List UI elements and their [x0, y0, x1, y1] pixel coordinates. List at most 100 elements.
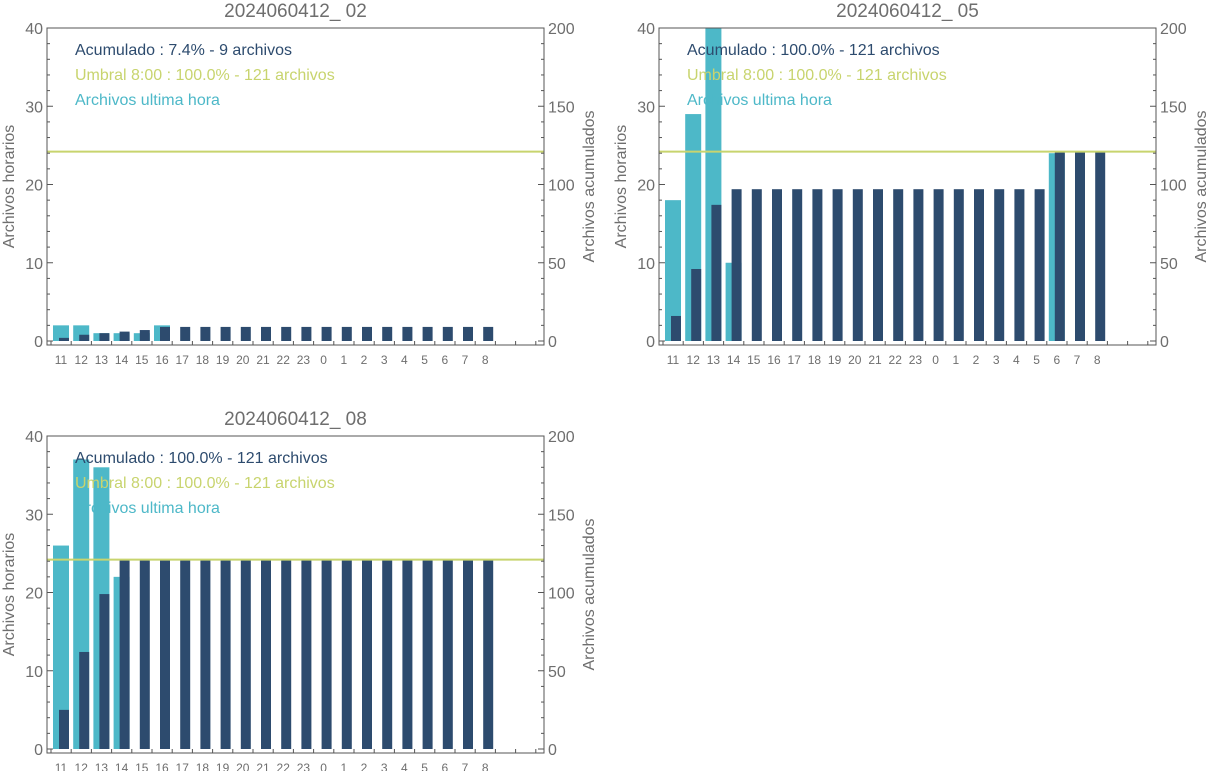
chart-title: 2024060412_ 02 — [224, 1, 367, 22]
bar-cumulative — [301, 326, 312, 341]
bar-cumulative — [933, 189, 944, 341]
x-tick-label: 6 — [441, 761, 448, 771]
x-tick-label: 4 — [401, 353, 408, 367]
bar-cumulative — [321, 326, 332, 341]
bar-cumulative — [261, 559, 271, 749]
bar-cumulative — [422, 326, 433, 341]
legend-entry: Acumulado : 100.0% - 121 archivos — [75, 450, 328, 467]
bar-cumulative — [79, 334, 90, 341]
x-tick-label: 14 — [115, 353, 129, 367]
y-tick-label-right: 150 — [1160, 99, 1187, 116]
bar-cumulative — [691, 269, 702, 341]
x-tick-label: 11 — [55, 761, 68, 771]
bar-cumulative — [832, 189, 843, 341]
bar-cumulative — [382, 326, 393, 341]
bar-cumulative — [442, 559, 453, 749]
x-tick-label: 0 — [320, 761, 327, 771]
x-tick-label: 22 — [277, 353, 291, 367]
bar-cumulative — [180, 326, 191, 341]
x-tick-label: 14 — [727, 353, 741, 367]
bar-cumulative — [483, 326, 494, 341]
bar-cumulative — [59, 709, 69, 749]
legend-entry: Umbral 8:00 : 100.0% - 121 archivos — [75, 67, 335, 84]
chart-title: 2024060412_ 08 — [224, 409, 367, 430]
y-tick-label-left: 20 — [25, 178, 43, 195]
y-tick-label-left: 30 — [25, 507, 43, 524]
y-axis-label-left: Archivos horarios — [1, 533, 18, 657]
x-tick-label: 23 — [297, 353, 311, 367]
y-tick-label-right: 150 — [548, 507, 575, 524]
bar-hourly — [53, 325, 69, 341]
bar-cumulative — [953, 189, 964, 341]
y-tick-label-right: 50 — [548, 256, 566, 273]
plot-frame — [46, 27, 545, 346]
bar-cumulative — [240, 326, 251, 341]
y-tick-label-right: 200 — [548, 429, 575, 446]
y-axis-label-right: Archivos acumulados — [1193, 110, 1206, 262]
x-tick-label: 13 — [95, 353, 109, 367]
x-tick-label: 4 — [1013, 353, 1020, 367]
bar-cumulative — [341, 326, 352, 341]
y-tick-label-right: 50 — [548, 664, 566, 681]
x-tick-label: 19 — [828, 353, 842, 367]
x-tick-label: 11 — [55, 353, 68, 367]
x-tick-label: 19 — [216, 761, 230, 771]
x-tick-label: 18 — [808, 353, 822, 367]
y-axis-label-left: Archivos horarios — [613, 125, 630, 249]
y-tick-label-right: 50 — [1160, 256, 1178, 273]
y-tick-label-left: 10 — [25, 664, 43, 681]
x-tick-label: 18 — [196, 761, 210, 771]
x-tick-label: 8 — [482, 353, 489, 367]
x-tick-label: 6 — [1053, 353, 1060, 367]
bar-cumulative — [812, 189, 823, 341]
bar-cumulative — [160, 326, 170, 341]
x-tick-label: 17 — [176, 761, 190, 771]
plot-frame — [658, 27, 1157, 346]
y-tick-label-left: 10 — [25, 256, 43, 273]
legend-entry: Umbral 8:00 : 100.0% - 121 archivos — [75, 475, 335, 492]
bar-cumulative — [974, 189, 984, 341]
bar-cumulative — [99, 594, 110, 749]
bar-cumulative — [893, 189, 904, 341]
legend-entry: Archivos ultima hora — [75, 92, 220, 109]
x-tick-label: 5 — [421, 353, 428, 367]
x-tick-label: 17 — [788, 353, 802, 367]
x-tick-label: 19 — [216, 353, 230, 367]
x-tick-label: 15 — [747, 353, 761, 367]
bar-cumulative — [200, 559, 211, 749]
x-tick-label: 22 — [889, 353, 903, 367]
bar-cumulative — [240, 559, 251, 749]
chart-title: 2024060412_ 05 — [836, 1, 979, 22]
x-tick-label: 12 — [75, 353, 89, 367]
bar-cumulative — [362, 559, 372, 749]
x-tick-label: 21 — [868, 353, 882, 367]
y-axis-label-right: Archivos acumulados — [581, 518, 598, 670]
bar-cumulative — [119, 331, 130, 341]
x-tick-label: 16 — [155, 761, 169, 771]
y-tick-label-left: 30 — [637, 99, 655, 116]
bar-cumulative — [711, 204, 722, 341]
y-tick-label-left: 30 — [25, 99, 43, 116]
bar-cumulative — [852, 189, 863, 341]
y-tick-label-left: 40 — [637, 21, 655, 38]
bar-cumulative — [1075, 151, 1085, 341]
bar-cumulative — [442, 326, 453, 341]
x-tick-label: 20 — [236, 353, 250, 367]
x-tick-label: 2 — [361, 761, 368, 771]
bar-cumulative — [341, 559, 352, 749]
bar-cumulative — [483, 559, 494, 749]
y-tick-label-left: 0 — [34, 742, 43, 759]
x-tick-label: 15 — [135, 761, 149, 771]
y-tick-label-right: 150 — [548, 99, 575, 116]
x-tick-label: 23 — [297, 761, 311, 771]
bar-cumulative — [792, 189, 803, 341]
x-tick-label: 1 — [340, 353, 347, 367]
bar-cumulative — [139, 559, 150, 749]
y-tick-label-right: 200 — [548, 21, 575, 38]
bar-cumulative — [751, 189, 762, 341]
y-tick-label-left: 10 — [637, 256, 655, 273]
y-tick-label-left: 40 — [25, 21, 43, 38]
y-tick-label-left: 20 — [25, 586, 43, 603]
